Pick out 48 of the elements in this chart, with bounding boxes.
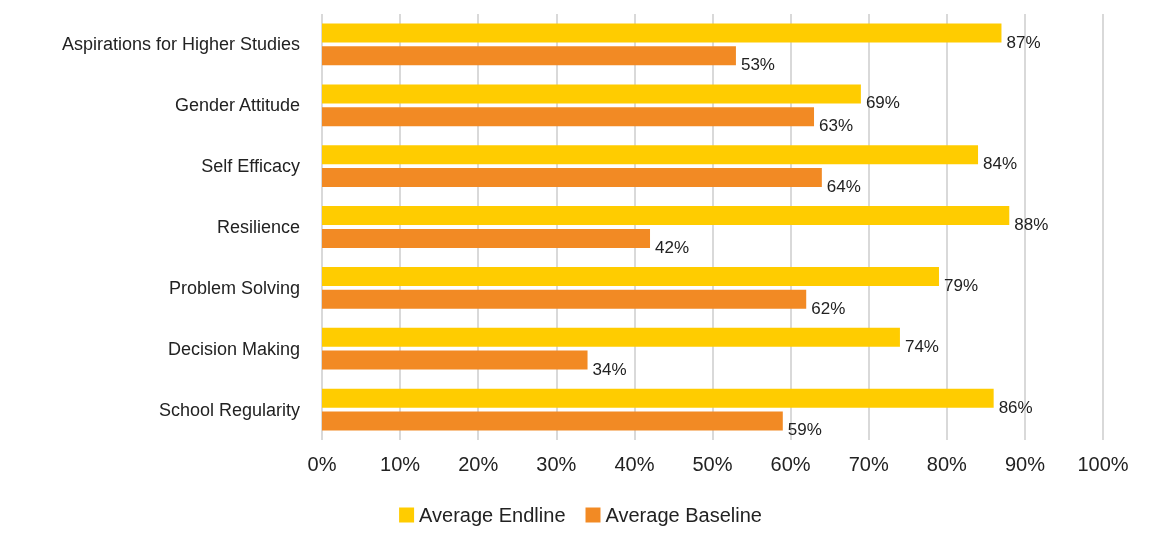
x-tick-label: 0%	[307, 453, 337, 475]
y-tick-label: Gender Attitude	[174, 95, 300, 116]
bar	[322, 411, 783, 431]
data-label: 86%	[998, 397, 1033, 417]
bar	[322, 168, 822, 188]
bar	[322, 145, 979, 165]
legend-label: Average Baseline	[605, 504, 762, 526]
bar	[322, 206, 1010, 226]
data-label: 74%	[904, 336, 939, 356]
y-tick-label: Decision Making	[167, 338, 300, 359]
data-label: 59%	[787, 420, 822, 440]
x-tick-label: 40%	[614, 453, 655, 475]
data-label: 69%	[865, 93, 900, 113]
data-label: 87%	[1006, 32, 1041, 52]
x-tick-label: 30%	[536, 453, 577, 475]
x-tick-label: 50%	[692, 453, 733, 475]
data-label: 63%	[819, 116, 854, 136]
y-tick-label: Problem Solving	[168, 277, 300, 298]
data-label: 79%	[943, 275, 979, 295]
data-label: 84%	[983, 154, 1018, 174]
bar	[322, 266, 939, 286]
bar	[322, 23, 1002, 43]
y-tick-label: Self Efficacy	[201, 156, 300, 177]
bar	[322, 350, 588, 370]
bar	[322, 289, 807, 309]
x-tick-label: 80%	[926, 453, 968, 475]
y-tick-label: Aspirations for Higher Studies	[61, 34, 300, 55]
bar	[322, 107, 815, 127]
bar	[322, 46, 736, 66]
x-tick-label: 10%	[380, 453, 421, 475]
x-tick-label: 60%	[770, 453, 811, 475]
data-label: 42%	[655, 237, 690, 257]
x-tick-label: 90%	[1004, 453, 1046, 475]
x-tick-label: 20%	[458, 453, 499, 475]
data-label: 88%	[1014, 215, 1049, 235]
y-tick-label: Resilience	[216, 217, 300, 237]
x-tick-label: 70%	[848, 453, 889, 475]
y-tick-label: School Regularity	[158, 399, 300, 420]
bar	[322, 327, 900, 347]
data-label: 34%	[592, 359, 627, 379]
bar	[322, 84, 861, 104]
data-label: 62%	[811, 298, 846, 318]
x-tick-label: 100%	[1077, 453, 1129, 475]
legend-label: Average Endline	[419, 504, 566, 526]
data-label: 53%	[740, 55, 775, 75]
bar	[322, 388, 994, 408]
data-label: 64%	[826, 177, 861, 197]
bar	[322, 228, 651, 248]
